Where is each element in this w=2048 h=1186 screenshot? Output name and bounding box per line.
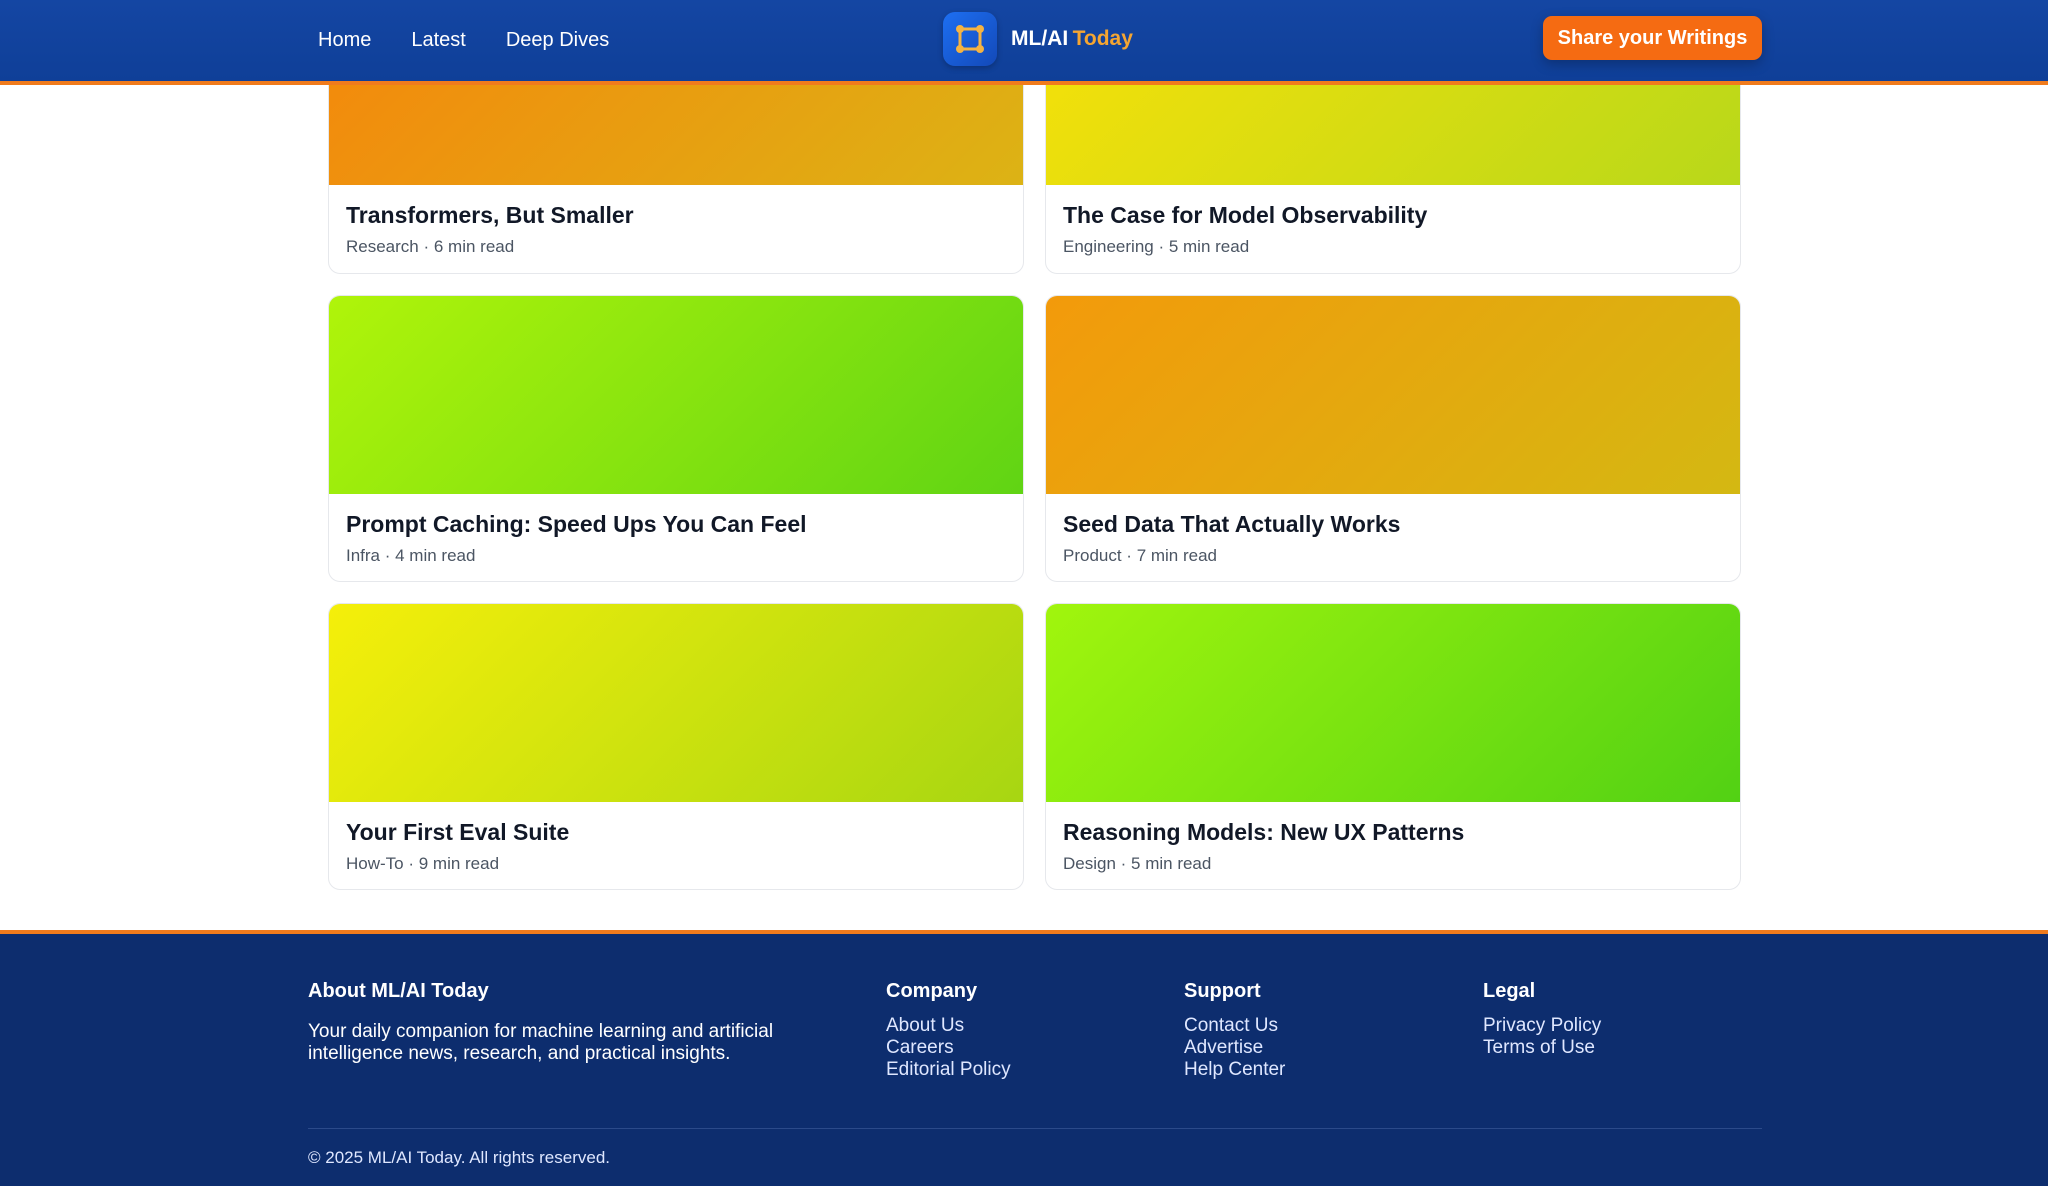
article-card[interactable]: Transformers, But Smaller Research · 6 m…	[328, 60, 1024, 274]
article-card[interactable]: The Case for Model Observability Enginee…	[1045, 60, 1741, 274]
footer-legal: Legal Privacy Policy Terms of Use	[1483, 980, 1601, 1059]
article-meta: Research · 6 min read	[346, 237, 515, 256]
brand[interactable]: ML/AI Today	[943, 11, 1133, 67]
footer-link-careers[interactable]: Careers	[886, 1037, 954, 1058]
article-meta: Design · 5 min read	[1063, 854, 1212, 873]
footer-about-title: About ML/AI Today	[308, 980, 489, 1002]
article-title[interactable]: Your First Eval Suite	[346, 819, 570, 845]
footer-link-advertise[interactable]: Advertise	[1184, 1037, 1264, 1058]
article-card[interactable]: Your First Eval Suite How-To · 9 min rea…	[328, 603, 1024, 890]
article-title[interactable]: Reasoning Models: New UX Patterns	[1063, 819, 1465, 845]
article-thumbnail	[1046, 296, 1740, 494]
footer-divider	[308, 1128, 1762, 1129]
article-thumbnail	[329, 604, 1023, 802]
article-meta: Product · 7 min read	[1063, 546, 1218, 565]
brand-logo-icon	[943, 12, 997, 66]
footer-about: About ML/AI Today Your daily companion f…	[308, 980, 848, 1065]
article-meta: Infra · 4 min read	[346, 546, 476, 565]
footer-support: Support Contact Us Advertise Help Center	[1184, 980, 1285, 1081]
site-header: Home Latest Deep Dives ML/AI Today Share…	[0, 0, 2048, 85]
main-nav: Home Latest Deep Dives	[318, 0, 609, 80]
article-thumbnail	[329, 296, 1023, 494]
article-card[interactable]: Reasoning Models: New UX Patterns Design…	[1045, 603, 1741, 890]
article-meta: Engineering · 5 min read	[1063, 237, 1250, 256]
footer-link-terms-of-use[interactable]: Terms of Use	[1483, 1037, 1595, 1058]
footer-link-help-center[interactable]: Help Center	[1184, 1059, 1286, 1080]
nav-deep-dives[interactable]: Deep Dives	[505, 28, 610, 51]
article-card[interactable]: Seed Data That Actually Works Product · …	[1045, 295, 1741, 582]
article-thumbnail	[1046, 604, 1740, 802]
nav-home[interactable]: Home	[318, 28, 372, 51]
footer-link-privacy-policy[interactable]: Privacy Policy	[1483, 1015, 1602, 1036]
footer-link-about-us[interactable]: About Us	[886, 1015, 965, 1036]
footer-link-editorial-policy[interactable]: Editorial Policy	[886, 1059, 1011, 1080]
brand-accent: Today	[1072, 27, 1133, 50]
copyright: © 2025 ML/AI Today. All rights reserved.	[308, 1148, 610, 1167]
footer-legal-title: Legal	[1483, 980, 1536, 1002]
share-writings-button[interactable]: Share your Writings	[1543, 16, 1762, 60]
footer-link-contact-us[interactable]: Contact Us	[1184, 1015, 1278, 1036]
footer-company-title: Company	[886, 980, 978, 1002]
site-footer: About ML/AI Today Your daily companion f…	[0, 930, 2048, 1186]
brand-name: ML/AI	[1011, 27, 1069, 50]
article-title[interactable]: Transformers, But Smaller	[346, 202, 634, 228]
article-meta: How-To · 9 min read	[346, 854, 500, 873]
nav-latest[interactable]: Latest	[411, 28, 466, 51]
article-card[interactable]: Prompt Caching: Speed Ups You Can Feel I…	[328, 295, 1024, 582]
footer-about-text: Your daily companion for machine learnin…	[308, 1021, 774, 1064]
article-title[interactable]: Seed Data That Actually Works	[1063, 511, 1401, 537]
footer-company: Company About Us Careers Editorial Polic…	[886, 980, 1011, 1081]
article-title[interactable]: The Case for Model Observability	[1063, 202, 1428, 228]
article-title[interactable]: Prompt Caching: Speed Ups You Can Feel	[346, 511, 807, 537]
footer-support-title: Support	[1184, 980, 1261, 1002]
